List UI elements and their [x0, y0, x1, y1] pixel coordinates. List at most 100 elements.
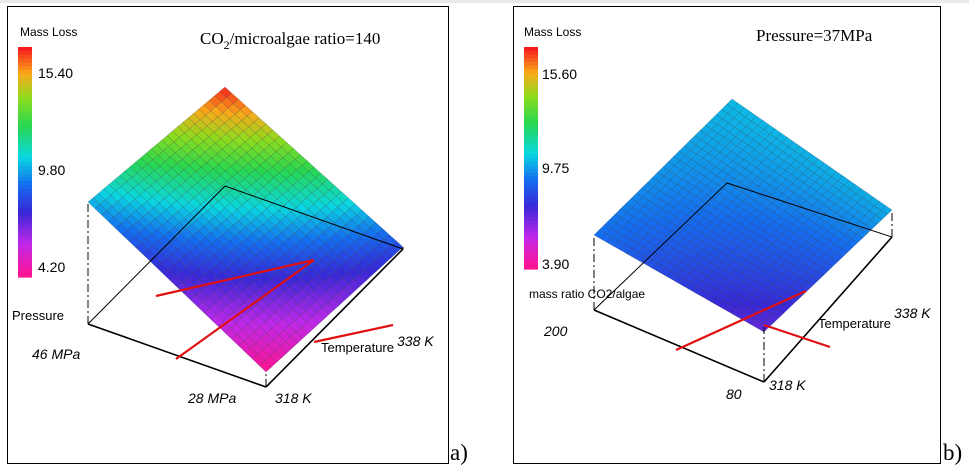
colorbar-a-band: [18, 204, 32, 209]
colorbar-a-band: [18, 219, 32, 224]
crosshair-temperature-a: [175, 259, 315, 360]
colorbar-b-band: [524, 195, 538, 200]
floor-edge-back-left-b: [593, 182, 728, 311]
colorbar-b-band: [524, 232, 538, 237]
colorbar-a-band: [18, 93, 32, 98]
colorbar-a-band: [18, 112, 32, 117]
colorbar-b-band: [524, 235, 538, 240]
colorbar-a-band: [18, 47, 32, 52]
colorbar-a-band: [18, 196, 32, 201]
chart-title-a: CO2/microalgae ratio=140: [200, 29, 380, 52]
panel-letter-a: a): [450, 440, 468, 465]
crosshair-pressure-a: [155, 258, 315, 298]
colorbar-b-band: [524, 76, 538, 81]
colorbar-a-band: [18, 127, 32, 132]
x-axis-label-b: mass ratio CO2/algae: [529, 287, 645, 301]
crosshair-temp-right-a: [313, 323, 394, 344]
colorbar-a-band: [18, 261, 32, 267]
colorbar-b-band: [524, 47, 538, 52]
colorbar-a-band: [18, 85, 32, 90]
colorbar-b-band: [524, 69, 538, 74]
y-tick-318-b: 318 K: [769, 377, 806, 393]
colorbar-b-band: [524, 146, 538, 152]
colorbar-b-band: [524, 61, 538, 67]
colorbar-b-band: [524, 102, 538, 107]
colorbar-a-band: [18, 96, 32, 102]
floor-edge-back-right-b: [726, 182, 893, 238]
colorbar-a-band: [18, 54, 32, 60]
colorbar-b-band: [524, 135, 538, 141]
colorbar-tick-mid-a: 9.80: [38, 162, 65, 178]
colorbar-a-band: [18, 265, 32, 270]
y-tick-338-b: 338 K: [894, 305, 931, 321]
colorbar-a-band: [18, 223, 32, 228]
colorbar-b-band: [524, 187, 538, 192]
axis-frame-b: [593, 182, 893, 383]
colorbar-a-band: [18, 246, 32, 251]
chart-title-b: Pressure=37MPa: [756, 26, 873, 45]
colorbar-a-band: [18, 250, 32, 255]
colorbar-a-band: [18, 185, 32, 190]
colorbar-a-band: [18, 269, 32, 274]
colorbar-b-band: [524, 154, 538, 159]
colorbar-a-band: [18, 119, 32, 125]
colorbar-tick-max-a: 15.40: [38, 65, 73, 81]
colorbar-title-a: Mass Loss: [20, 25, 77, 39]
colorbar-a-band: [18, 200, 32, 205]
colorbar-a-band: [18, 231, 32, 236]
colorbar-a-band: [18, 192, 32, 198]
colorbar-a-band: [18, 238, 32, 244]
colorbar-b-band: [524, 98, 538, 104]
colorbar-a-band: [18, 234, 32, 240]
x-tick-80-b: 80: [726, 386, 742, 402]
colorbar-b-band: [524, 246, 538, 252]
floor-edge-front-right-b: [763, 236, 893, 383]
colorbar-a-band: [18, 208, 32, 213]
colorbar-a-band: [18, 173, 32, 178]
colorbar-a-band: [18, 135, 32, 140]
colorbar-b-band: [524, 198, 538, 203]
colorbar-b-band: [524, 143, 538, 148]
colorbar-a-band: [18, 177, 32, 182]
colorbar-b-band: [524, 257, 538, 263]
colorbar-a-band: [18, 162, 32, 167]
colorbar-b-band: [524, 84, 538, 89]
surface-plot-b: Mass Loss 15.60 9.75 3.90 Pressure=37MPa…: [524, 25, 931, 402]
y-tick-318-a: 318 K: [275, 390, 312, 406]
colorbar-b-band: [524, 224, 538, 229]
colorbar-b-band: [524, 87, 538, 92]
colorbar-b-band: [524, 58, 538, 63]
colorbar-a-band: [18, 70, 32, 75]
colorbar-a-band: [18, 242, 32, 247]
colorbar-a-band: [18, 62, 32, 67]
y-axis-label-b: Temperature: [818, 316, 891, 331]
colorbar-a-band: [18, 108, 32, 113]
colorbar-a-band: [18, 58, 32, 63]
colorbar-tick-min-b: 3.90: [542, 256, 569, 272]
colorbar-b-band: [524, 250, 538, 255]
x-tick-28-a: 28 MPa: [187, 390, 236, 406]
colorbar-b-band: [524, 165, 538, 170]
colorbar-b-band: [524, 132, 538, 137]
colorbar-a-band: [18, 165, 32, 171]
colorbar-b-band: [524, 191, 538, 196]
colorbar-b-band: [524, 80, 538, 85]
surface-a-cell: [258, 360, 272, 373]
x-tick-46-a: 46 MPa: [32, 346, 80, 362]
colorbar-b-band: [524, 95, 538, 100]
colorbar-a-band: [18, 73, 32, 79]
axis-frame-a: [87, 185, 404, 388]
colorbar-b-band: [524, 54, 538, 59]
surface-mesh-a: [87, 86, 404, 373]
colorbar-b-band: [524, 206, 538, 211]
colorbar-b-band: [524, 121, 538, 126]
colorbar-a-band: [18, 116, 32, 121]
colorbar-b-band: [524, 228, 538, 233]
colorbar-b-band: [524, 150, 538, 155]
colorbar-title-b: Mass Loss: [524, 25, 581, 39]
colorbar-a-band: [18, 146, 32, 152]
chart-panel-b: Mass Loss 15.60 9.75 3.90 Pressure=37MPa…: [513, 6, 941, 464]
colorbar-a-band: [18, 254, 32, 259]
colorbar-a-band: [18, 150, 32, 155]
colorbar-b-band: [524, 261, 538, 266]
